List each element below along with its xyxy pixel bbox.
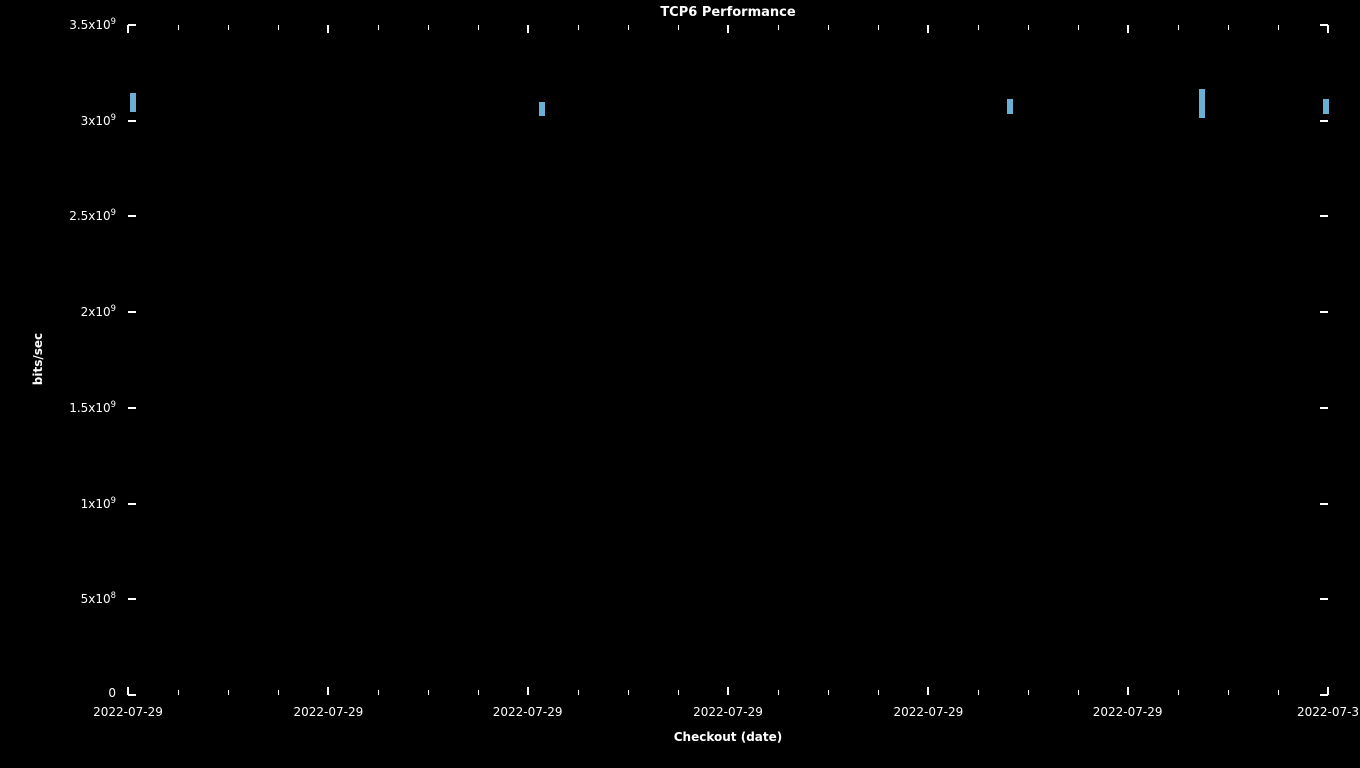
- x-minor-tick: [878, 690, 879, 695]
- y-tick: [128, 598, 136, 600]
- y-tick: [128, 407, 136, 409]
- x-minor-tick: [1278, 25, 1279, 30]
- x-minor-tick: [878, 25, 879, 30]
- x-minor-tick: [1078, 25, 1079, 30]
- x-minor-tick: [1178, 690, 1179, 695]
- y-tick-label: 3x109: [81, 112, 116, 128]
- x-axis-label: Checkout (date): [128, 730, 1328, 744]
- data-point: [539, 110, 545, 116]
- y-tick: [1320, 215, 1328, 217]
- x-tick-label: 2022-07-29: [493, 705, 563, 719]
- x-minor-tick: [1178, 25, 1179, 30]
- x-minor-tick: [228, 25, 229, 30]
- y-tick: [1320, 120, 1328, 122]
- x-minor-tick: [678, 25, 679, 30]
- x-tick-label: 2022-07-29: [93, 705, 163, 719]
- x-minor-tick: [1228, 25, 1229, 30]
- y-tick-label: 1x109: [81, 495, 116, 511]
- x-minor-tick: [1278, 690, 1279, 695]
- y-tick-label: 1.5x109: [69, 399, 116, 415]
- x-minor-tick: [428, 690, 429, 695]
- x-minor-tick: [578, 690, 579, 695]
- x-tick: [727, 687, 729, 695]
- x-minor-tick: [1028, 690, 1029, 695]
- y-tick: [128, 694, 136, 696]
- x-tick: [1327, 687, 1329, 695]
- x-tick: [127, 25, 129, 33]
- x-minor-tick: [178, 690, 179, 695]
- x-minor-tick: [1028, 25, 1029, 30]
- x-tick: [1127, 25, 1129, 33]
- x-minor-tick: [1228, 690, 1229, 695]
- x-tick: [727, 25, 729, 33]
- x-minor-tick: [478, 690, 479, 695]
- data-point: [1199, 112, 1205, 118]
- x-minor-tick: [378, 25, 379, 30]
- x-tick: [1127, 687, 1129, 695]
- data-point: [1323, 108, 1329, 114]
- x-minor-tick: [778, 25, 779, 30]
- chart-title: TCP6 Performance: [128, 5, 1328, 20]
- y-tick-label: 5x108: [81, 590, 116, 606]
- x-tick-label: 2022-07-29: [693, 705, 763, 719]
- x-minor-tick: [828, 25, 829, 30]
- x-minor-tick: [978, 25, 979, 30]
- y-tick: [1320, 503, 1328, 505]
- data-point: [130, 106, 136, 112]
- x-minor-tick: [828, 690, 829, 695]
- x-tick: [527, 25, 529, 33]
- x-minor-tick: [378, 690, 379, 695]
- x-tick: [927, 687, 929, 695]
- y-tick: [1320, 311, 1328, 313]
- x-tick-label: 2022-07-29: [294, 705, 364, 719]
- x-minor-tick: [278, 25, 279, 30]
- x-minor-tick: [778, 690, 779, 695]
- y-tick-label: 3.5x109: [69, 16, 116, 32]
- x-tick-label: 2022-07-29: [894, 705, 964, 719]
- y-axis-label: bits/sec: [31, 329, 45, 389]
- y-tick: [1320, 598, 1328, 600]
- x-minor-tick: [228, 690, 229, 695]
- x-tick: [327, 25, 329, 33]
- y-tick-label: 2.5x109: [69, 207, 116, 223]
- x-minor-tick: [978, 690, 979, 695]
- y-tick-label: 2x109: [81, 303, 116, 319]
- y-tick: [128, 120, 136, 122]
- x-minor-tick: [578, 25, 579, 30]
- x-minor-tick: [178, 25, 179, 30]
- x-minor-tick: [478, 25, 479, 30]
- y-tick: [128, 215, 136, 217]
- x-tick: [327, 687, 329, 695]
- x-tick: [127, 687, 129, 695]
- y-tick: [128, 24, 136, 26]
- x-tick: [1327, 25, 1329, 33]
- x-minor-tick: [628, 690, 629, 695]
- data-point: [1007, 108, 1013, 114]
- y-tick: [1320, 407, 1328, 409]
- y-tick-label: 0: [108, 686, 116, 700]
- chart-container: TCP6 Performance bits/sec Checkout (date…: [0, 0, 1360, 768]
- x-tick-label: 2022-07-29: [1093, 705, 1163, 719]
- x-tick: [527, 687, 529, 695]
- x-minor-tick: [628, 25, 629, 30]
- y-tick: [128, 311, 136, 313]
- y-tick: [128, 503, 136, 505]
- x-tick: [927, 25, 929, 33]
- x-minor-tick: [678, 690, 679, 695]
- x-tick-label: 2022-07-3: [1297, 705, 1359, 719]
- x-minor-tick: [278, 690, 279, 695]
- plot-area: [128, 25, 1328, 695]
- x-minor-tick: [428, 25, 429, 30]
- x-minor-tick: [1078, 690, 1079, 695]
